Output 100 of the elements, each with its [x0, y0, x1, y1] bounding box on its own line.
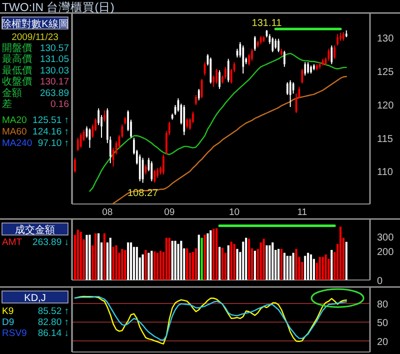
text: 最低價	[2, 65, 32, 76]
bar	[236, 248, 238, 280]
y-tick-label: 120	[377, 100, 394, 112]
text: 263.89	[40, 88, 69, 99]
y-tick-label: 130	[377, 33, 394, 44]
bar	[198, 234, 200, 280]
bar	[171, 240, 174, 280]
x-tick-label: 10	[228, 207, 240, 218]
bar	[345, 242, 348, 280]
bar	[194, 248, 197, 280]
y-tick-label: 50	[377, 318, 389, 330]
bar	[144, 250, 147, 280]
bar	[221, 248, 224, 280]
bar	[103, 233, 106, 280]
bar	[98, 233, 100, 280]
bar	[177, 244, 180, 280]
candlestick	[74, 157, 76, 174]
candlestick	[218, 70, 220, 90]
text: 130.57	[40, 43, 69, 54]
bar	[76, 230, 79, 280]
x-tick-label: 09	[164, 207, 175, 218]
candlestick	[336, 34, 338, 46]
candlestick	[242, 44, 244, 74]
bar	[216, 228, 218, 280]
bar	[124, 250, 126, 280]
text: 131.05	[40, 54, 69, 66]
bar	[94, 233, 97, 280]
candlestick	[286, 82, 288, 96]
candlestick	[289, 80, 292, 108]
bar	[233, 244, 236, 280]
candlestick	[227, 58, 230, 83]
bar	[165, 238, 168, 280]
candlestick	[330, 44, 333, 65]
text: 開盤價	[2, 42, 32, 54]
bar	[307, 252, 310, 280]
candlestick	[150, 160, 153, 182]
text: KD,J	[24, 293, 46, 304]
bar	[192, 252, 194, 280]
text: 金額	[2, 86, 22, 99]
candlestick	[272, 36, 274, 53]
bar	[318, 256, 321, 280]
bar	[121, 248, 124, 280]
bar	[328, 258, 330, 280]
bar	[272, 242, 274, 280]
candlestick	[224, 66, 226, 80]
text: 收盤價	[2, 76, 32, 88]
x-tick-label: 11	[297, 207, 308, 218]
candlestick	[186, 118, 188, 129]
bar	[248, 238, 250, 280]
candlestick	[254, 36, 256, 52]
candlestick	[138, 154, 141, 182]
bar	[174, 240, 176, 280]
text: AMT	[2, 237, 22, 248]
candlestick	[104, 110, 106, 122]
candlestick	[278, 38, 280, 53]
text: 85.52 ↑	[38, 306, 69, 317]
bar	[227, 245, 230, 280]
bar	[154, 251, 156, 280]
candlestick	[284, 50, 286, 68]
bar	[245, 238, 248, 280]
text: D9	[2, 317, 14, 328]
bar	[260, 242, 262, 280]
bar	[206, 233, 209, 280]
text: 97.10 ↑	[38, 138, 69, 149]
y-tick-label: 200	[377, 247, 394, 258]
candlestick	[156, 167, 158, 178]
text: 130.03	[40, 65, 69, 76]
y-tick-label: 20	[377, 336, 389, 348]
bar	[180, 240, 182, 280]
text: 2009/11/23	[12, 32, 58, 43]
text: K9	[2, 306, 14, 317]
bar	[212, 228, 215, 280]
candlestick	[251, 48, 253, 62]
candlestick	[216, 68, 218, 84]
bar	[310, 254, 312, 280]
bar	[289, 256, 292, 280]
bar	[254, 250, 256, 280]
y-tick-label: 115	[377, 134, 394, 145]
bar	[266, 245, 268, 280]
candlestick	[80, 132, 82, 148]
bar	[148, 252, 150, 280]
bar	[304, 256, 306, 280]
chart-title: 成交金額	[15, 224, 55, 236]
bar	[292, 252, 294, 280]
text: MA240	[2, 138, 32, 149]
bar	[280, 248, 283, 280]
bar	[186, 248, 188, 280]
candlestick	[334, 44, 336, 60]
bar	[159, 250, 162, 280]
bar	[168, 238, 170, 280]
bar	[339, 226, 342, 280]
bar	[262, 238, 265, 280]
candlestick	[307, 62, 309, 74]
bar	[142, 254, 144, 280]
text: MA60	[2, 126, 27, 138]
text: 86.14 ↓	[38, 328, 69, 339]
bar	[127, 242, 130, 280]
text: 263.89 ↓	[32, 237, 69, 248]
y-tick-label: 0	[377, 276, 383, 287]
bar	[204, 234, 206, 280]
